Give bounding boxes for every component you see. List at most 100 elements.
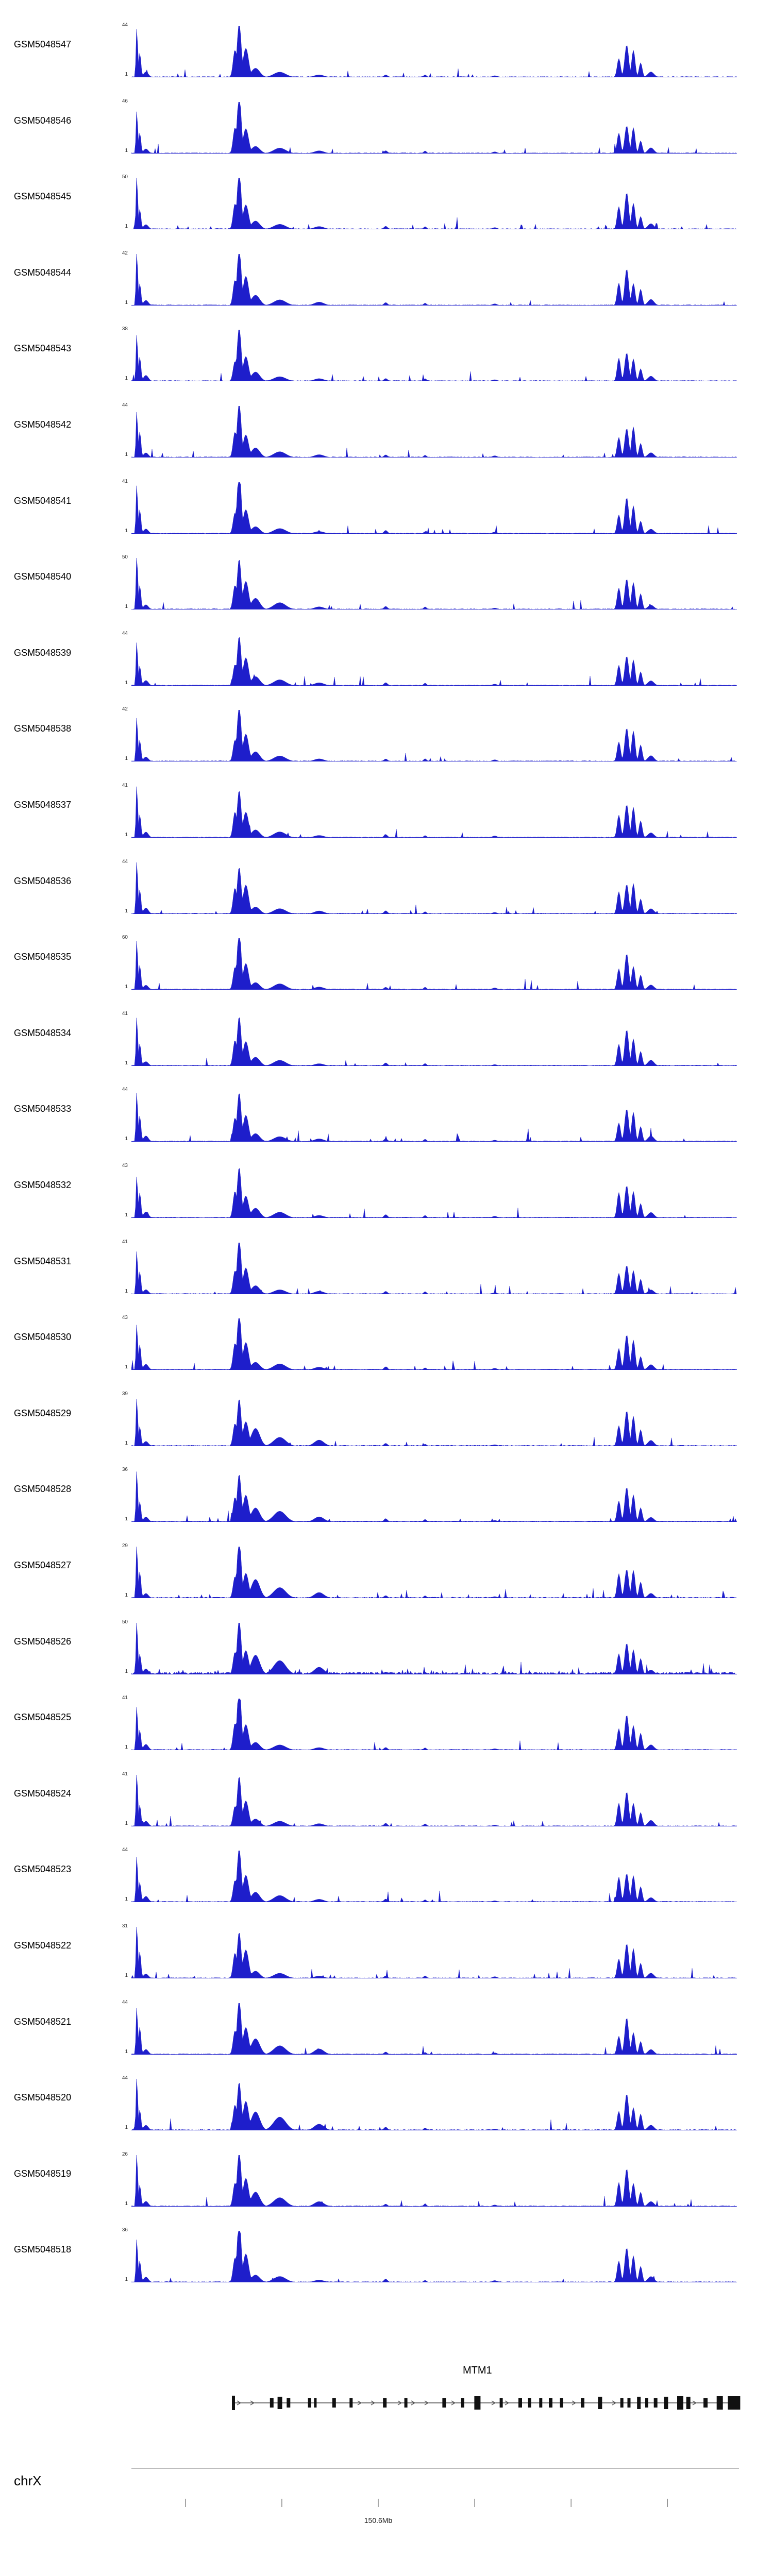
- track-sample-label: GSM5048544: [14, 267, 72, 278]
- coverage-signal-svg: [131, 1622, 737, 1674]
- track-sample-label: GSM5048518: [14, 2244, 72, 2255]
- track-ymin-label: 1: [125, 1592, 128, 1598]
- coverage-signal-svg: [131, 637, 737, 686]
- track-ymin-label: 1: [125, 1820, 128, 1826]
- track-ymax-label: 41: [122, 1010, 128, 1016]
- gene-exon: [270, 2398, 274, 2408]
- gene-exon: [716, 2396, 723, 2410]
- track-ymin-label: 1: [125, 604, 128, 610]
- track-ymax-label: 41: [122, 1695, 128, 1701]
- track-ymin-label: 1: [125, 1668, 128, 1674]
- strand-arrow-icon: [491, 2400, 496, 2405]
- track-ymin-label: 1: [125, 1516, 128, 1522]
- coverage-signal-path: [131, 2079, 737, 2131]
- track-ymax-label: 39: [122, 1391, 128, 1397]
- track-sample-label: GSM5048542: [14, 419, 72, 430]
- track-sample-label: GSM5048546: [14, 115, 72, 126]
- track-sample-label: GSM5048543: [14, 343, 72, 354]
- track-sample-label: GSM5048547: [14, 39, 72, 49]
- gene-exon: [645, 2398, 648, 2408]
- coverage-signal-path: [131, 1318, 737, 1370]
- track-sample-label: GSM5048529: [14, 1408, 72, 1418]
- gene-exon: [404, 2398, 408, 2408]
- gene-exon: [703, 2398, 708, 2408]
- coverage-signal-svg: [131, 1399, 737, 1446]
- track-ymax-label: 31: [122, 1923, 128, 1929]
- track-ymin-label: 1: [125, 1896, 128, 1903]
- strand-arrow-icon: [572, 2400, 577, 2405]
- strand-arrow-icon: [397, 2400, 402, 2405]
- track-ymax-label: 50: [122, 554, 128, 561]
- strand-arrow-icon: [451, 2400, 456, 2405]
- track-ymin-label: 1: [125, 984, 128, 990]
- coverage-track: GSM5048545 50 1: [0, 170, 773, 246]
- coverage-signal-path: [131, 330, 737, 382]
- coverage-track: GSM5048524 41 1: [0, 1767, 773, 1843]
- coverage-track: GSM5048542 44 1: [0, 398, 773, 474]
- coverage-signal-path: [131, 862, 737, 914]
- gene-exon: [474, 2396, 481, 2410]
- track-ymin-label: 1: [125, 1288, 128, 1294]
- gene-exon: [232, 2396, 235, 2410]
- track-ymax-label: 44: [122, 402, 128, 408]
- gene-exon: [677, 2396, 683, 2410]
- gene-exon: [528, 2398, 531, 2408]
- track-ymax-label: 43: [122, 1315, 128, 1321]
- coverage-track: GSM5048530 43 1: [0, 1310, 773, 1386]
- track-sample-label: GSM5048535: [14, 952, 72, 962]
- track-ymin-label: 1: [125, 376, 128, 382]
- coverage-signal-svg: [131, 330, 737, 382]
- coverage-signal-svg: [131, 1547, 737, 1598]
- track-sample-label: GSM5048519: [14, 2168, 72, 2179]
- coverage-signal-svg: [131, 253, 737, 306]
- chromosome-label: chrX: [14, 2473, 42, 2488]
- track-ymax-label: 42: [122, 250, 128, 256]
- track-ymax-label: 44: [122, 22, 128, 28]
- coverage-signal-path: [131, 1699, 737, 1751]
- coverage-signal-svg: [131, 2231, 737, 2283]
- track-ymin-label: 1: [125, 1973, 128, 1978]
- strand-arrow-icon: [424, 2400, 429, 2405]
- coverage-signal-path: [131, 1622, 737, 1674]
- coverage-signal-svg: [131, 786, 737, 838]
- strand-arrow-icon: [371, 2400, 376, 2405]
- track-ymax-label: 41: [122, 1771, 128, 1777]
- coverage-track: GSM5048523 44 1: [0, 1842, 773, 1919]
- coverage-signal-svg: [131, 558, 737, 610]
- strand-arrow-icon: [411, 2400, 416, 2405]
- gene-exon: [499, 2398, 503, 2408]
- strand-arrow-icon: [357, 2400, 362, 2405]
- track-ymax-label: 41: [122, 478, 128, 484]
- coverage-signal-path: [131, 1017, 737, 1066]
- coverage-signal-svg: [131, 1093, 737, 1142]
- coverage-track: GSM5048538 42 1: [0, 702, 773, 778]
- track-ymax-label: 44: [122, 1999, 128, 2005]
- track-ymin-label: 1: [125, 908, 128, 914]
- coverage-signal-svg: [131, 178, 737, 230]
- gene-exon: [383, 2398, 387, 2408]
- coverage-track: GSM5048541 41 1: [0, 474, 773, 550]
- coverage-signal-path: [131, 1168, 737, 1218]
- coverage-signal-svg: [131, 1927, 737, 1978]
- track-ymin-label: 1: [125, 832, 128, 838]
- coverage-track: GSM5048536 44 1: [0, 854, 773, 930]
- coverage-signal-path: [131, 1851, 737, 1903]
- coverage-track: GSM5048543 38 1: [0, 321, 773, 398]
- track-sample-label: GSM5048531: [14, 1256, 72, 1266]
- coverage-signal-svg: [131, 1774, 737, 1826]
- coverage-track: GSM5048526 50 1: [0, 1615, 773, 1691]
- coverage-signal-svg: [131, 482, 737, 534]
- track-ymax-label: 44: [122, 858, 128, 865]
- track-ymin-label: 1: [125, 1440, 128, 1446]
- track-sample-label: GSM5048539: [14, 647, 72, 658]
- track-ymax-label: 42: [122, 706, 128, 713]
- gene-model-svg: [232, 2396, 741, 2410]
- coverage-track: GSM5048533 44 1: [0, 1082, 773, 1158]
- track-sample-label: GSM5048530: [14, 1332, 72, 1343]
- coverage-track: GSM5048547 44 1: [0, 18, 773, 94]
- track-ymin-label: 1: [125, 72, 128, 77]
- coverage-signal-svg: [131, 1851, 737, 1903]
- track-sample-label: GSM5048520: [14, 2092, 72, 2103]
- coverage-signal-svg: [131, 1318, 737, 1370]
- track-ymin-label: 1: [125, 147, 128, 154]
